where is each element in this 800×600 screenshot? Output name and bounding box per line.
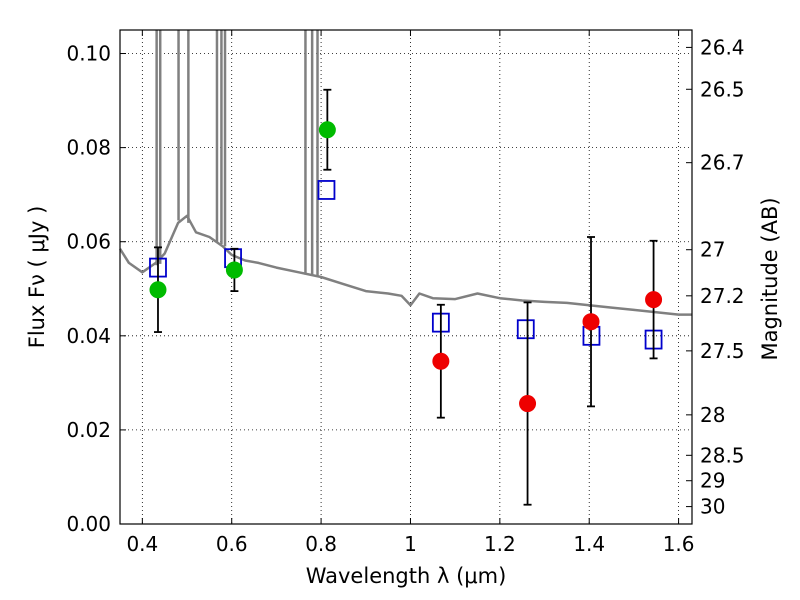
model-square-point [516, 319, 535, 340]
x-tick-label: 1 [404, 532, 417, 556]
observed-point [318, 121, 336, 139]
y2-tick-label: 26.4 [700, 35, 745, 59]
x-tick-label: 0.4 [126, 532, 158, 556]
data-marks [149, 88, 663, 506]
observed-point [432, 352, 450, 370]
x-tick-label: 0.8 [305, 532, 337, 556]
observed-point [582, 313, 600, 331]
y-tick-label: 0.02 [66, 418, 111, 442]
x-tick-label: 1.6 [663, 532, 695, 556]
y-tick-label: 0.10 [66, 42, 111, 66]
y-tick-label: 0.08 [66, 136, 111, 160]
y-tick-label: 0.00 [66, 512, 111, 536]
y-tick-label: 0.04 [66, 324, 111, 348]
y2-tick-label: 27.5 [700, 339, 745, 363]
y2-tick-label: 28 [700, 403, 725, 427]
observed-point [519, 395, 537, 413]
spectrum-continuum [118, 214, 692, 316]
grid-lines [120, 30, 692, 525]
y2-tick-label: 27.2 [700, 284, 745, 308]
observed-point [149, 281, 167, 299]
observed-point [225, 261, 243, 279]
model-square-point [317, 180, 336, 200]
y2-axis-label: Magnitude (AB) [758, 197, 782, 360]
y-tick-label: 0.06 [66, 230, 111, 254]
x-tick-label: 1.4 [573, 532, 605, 556]
y2-tick-label: 26.7 [700, 151, 745, 175]
x-tick-label: 1.2 [484, 532, 516, 556]
x-axis-label: Wavelength λ (μm) [306, 564, 507, 588]
x-axis-ticks: 0.4 0.6 0.8 1 1.2 1.4 1.6 [126, 30, 695, 556]
y2-tick-label: 29 [700, 469, 725, 493]
y-axis-ticks: 0.00 0.02 0.04 0.06 0.08 0.10 [66, 42, 126, 536]
y2-tick-label: 27 [700, 238, 725, 262]
plot-frame [119, 29, 693, 525]
y2-tick-label: 30 [700, 495, 725, 519]
x-tick-label: 0.6 [216, 532, 248, 556]
model-spectrum [118, 30, 692, 316]
y-axis-label: Flux Fν ( μJy ) [25, 206, 49, 349]
observed-point [645, 291, 663, 309]
y2-tick-label: 28.5 [700, 443, 745, 467]
y2-tick-label: 26.5 [700, 77, 745, 101]
